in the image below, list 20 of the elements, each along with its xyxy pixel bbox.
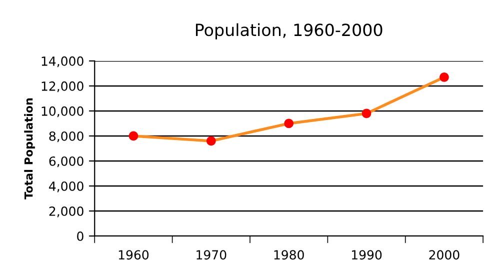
point (440, 72, 449, 82)
y-axis-title: Total Population (24, 98, 35, 200)
x-tick-label: 1970 (196, 250, 226, 260)
y-tick-label: 4,000 (49, 181, 84, 192)
x-tick-label: 1980 (274, 250, 304, 260)
x-tick-label: 1960 (118, 250, 149, 260)
y-tick-label: 14,000 (42, 56, 84, 68)
y-tick-label: 6,000 (49, 156, 84, 168)
point (362, 108, 372, 118)
y-tick-label: 8,000 (49, 131, 84, 142)
point (128, 131, 138, 141)
y-tick-label: 2,000 (49, 206, 84, 218)
point (206, 136, 216, 146)
x-tick-label: 2000 (429, 250, 460, 260)
chart-title: Population, 1960-2000 (196, 23, 382, 40)
y-tick-label: 0 (77, 231, 84, 241)
y-tick-label: 12,000 (42, 81, 84, 92)
x-tick-label: 1990 (352, 250, 382, 260)
y-tick-label: 10,000 (42, 106, 84, 118)
point (284, 118, 294, 128)
